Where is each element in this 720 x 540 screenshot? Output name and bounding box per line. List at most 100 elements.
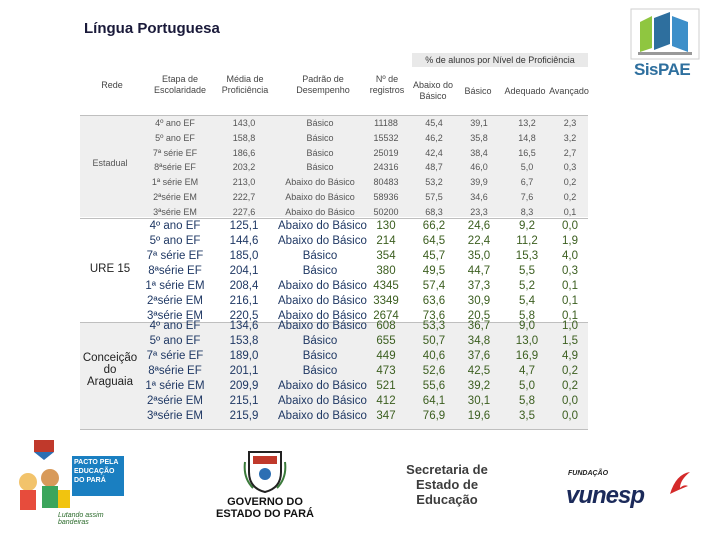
cell-registros: 4345 <box>373 280 399 292</box>
col-header-adequado: Adequado <box>504 86 546 96</box>
sec-line1: Secretaria de <box>406 462 488 477</box>
cell-avancado: 3,2 <box>563 132 577 143</box>
cell-registros: 58936 <box>373 192 399 202</box>
cell-etapa: 3ªsérie EM <box>153 206 197 217</box>
cell-basico: 19,6 <box>467 410 491 422</box>
cell-media: 143,0 <box>232 118 256 128</box>
cell-etapa: 7ª série EF <box>146 250 204 262</box>
table-grid <box>80 115 588 430</box>
cell-abaixo-basico: 63,6 <box>422 295 446 307</box>
cell-avancado: 0,2 <box>563 192 577 202</box>
gov-line1: GOVERNO DO <box>227 496 303 508</box>
cell-media: 189,0 <box>229 350 259 362</box>
cell-padrao: Abaixo do Básico <box>278 395 367 407</box>
cell-avancado: 4,0 <box>562 250 578 262</box>
cell-etapa: 5º ano EF <box>155 132 195 143</box>
cell-avancado: 0,0 <box>562 220 578 232</box>
rede-label: Estadual <box>92 158 128 168</box>
cell-basico: 39,1 <box>470 118 488 128</box>
cell-media: 215,9 <box>229 410 259 422</box>
cell-avancado: 0,1 <box>562 310 578 322</box>
cell-adequado: 15,3 <box>515 250 539 262</box>
cell-media: 222,7 <box>232 192 256 202</box>
cell-padrao: Abaixo do Básico <box>278 380 367 392</box>
col-header-abaixo: Abaixo do Básico <box>412 80 454 101</box>
cell-adequado: 16,5 <box>518 147 536 158</box>
cell-abaixo-basico: 46,2 <box>425 132 443 143</box>
cell-registros: 2674 <box>373 310 399 322</box>
cell-abaixo-basico: 68,3 <box>425 206 443 217</box>
cell-adequado: 5,0 <box>520 162 534 173</box>
sispae-logo-text: SisPAE <box>634 60 691 79</box>
cell-avancado: 0,1 <box>562 280 578 292</box>
cell-basico: 30,9 <box>467 295 491 307</box>
cell-registros: 380 <box>376 265 396 277</box>
cell-adequado: 9,0 <box>519 320 535 332</box>
cell-media: 153,8 <box>229 335 259 347</box>
cell-basico: 44,7 <box>467 265 491 277</box>
cell-abaixo-basico: 45,4 <box>425 118 443 128</box>
cell-adequado: 5,2 <box>519 280 535 292</box>
cell-etapa: 5º ano EF <box>149 335 201 347</box>
pacto-slogan: Lutando assim bandeiras <box>58 512 104 526</box>
cell-padrao: Básico <box>302 365 338 377</box>
cell-abaixo-basico: 52,6 <box>422 365 446 377</box>
cell-abaixo-basico: 76,9 <box>422 410 446 422</box>
cell-media: 125,1 <box>229 220 259 232</box>
cell-media: 185,0 <box>229 250 259 262</box>
vunesp-fundacao: FUNDAÇÃO <box>568 470 609 477</box>
cell-basico: 46,0 <box>470 162 488 173</box>
cell-abaixo-basico: 73,6 <box>422 310 446 322</box>
page-title: Língua Portuguesa <box>84 20 220 37</box>
cell-registros: 473 <box>376 365 396 377</box>
cell-registros: 214 <box>376 235 396 247</box>
cell-media: 204,1 <box>229 265 259 277</box>
vunesp-logo: FUNDAÇÃO vunesp <box>566 470 696 520</box>
cell-registros: 80483 <box>373 177 399 188</box>
cell-basico: 35,8 <box>470 132 488 143</box>
cell-avancado: 2,3 <box>563 118 577 128</box>
cell-basico: 37,6 <box>467 350 491 362</box>
cell-basico: 23,3 <box>470 206 488 217</box>
cell-basico: 22,4 <box>467 235 491 247</box>
cell-padrao: Abaixo do Básico <box>278 410 367 422</box>
cell-registros: 24316 <box>373 162 399 173</box>
cell-padrao: Abaixo do Básico <box>285 206 355 217</box>
col-header-etapa: Etapa de Escolaridade <box>153 74 207 95</box>
cell-adequado: 11,2 <box>516 235 538 247</box>
rede-label: URE 15 <box>89 263 131 275</box>
cell-avancado: 2,7 <box>563 147 577 158</box>
cell-avancado: 0,0 <box>562 410 578 422</box>
cell-registros: 11188 <box>374 118 398 128</box>
cell-avancado: 0,2 <box>563 177 577 188</box>
cell-avancado: 0,3 <box>563 162 577 173</box>
cell-registros: 50200 <box>373 206 399 217</box>
cell-padrao: Abaixo do Básico <box>278 280 367 292</box>
cell-padrao: Básico <box>302 350 338 362</box>
sec-line2: Estado de <box>415 477 479 492</box>
col-header-padrao: Padrão de Desempenho <box>296 74 350 95</box>
cell-registros: 15532 <box>373 132 399 143</box>
pacto-text: PACTO PELA EDUCAÇÃO DO PARÁ <box>72 456 124 496</box>
cell-adequado: 8,3 <box>520 206 534 217</box>
cell-abaixo-basico: 66,2 <box>422 220 446 232</box>
cell-avancado: 1,9 <box>562 235 578 247</box>
cell-media: 144,6 <box>229 235 259 247</box>
cell-media: 213,0 <box>232 177 256 188</box>
footer-logos: PACTO PELA EDUCAÇÃO DO PARÁ Lutando assi… <box>0 440 720 540</box>
secretaria-logo: Secretaria de Estado de Educação <box>392 462 502 507</box>
cell-padrao: Abaixo do Básico <box>278 310 367 322</box>
cell-etapa: 8ªsérie EF <box>148 265 202 277</box>
cell-etapa: 2ªsérie EM <box>146 295 204 307</box>
cell-abaixo-basico: 45,7 <box>422 250 446 262</box>
cell-abaixo-basico: 64,5 <box>422 235 446 247</box>
cell-basico: 34,8 <box>467 335 491 347</box>
proficiency-level-header: % de alunos por Nível de Proficiência <box>412 53 588 67</box>
cell-registros: 449 <box>376 350 396 362</box>
cell-padrao: Abaixo do Básico <box>278 295 367 307</box>
cell-padrao: Básico <box>306 147 334 158</box>
cell-adequado: 14,8 <box>518 132 536 143</box>
gov-line2: ESTADO DO PARÁ <box>216 508 314 520</box>
cell-etapa: 4º ano EF <box>149 320 201 332</box>
state-coat-of-arms-icon <box>243 451 287 494</box>
